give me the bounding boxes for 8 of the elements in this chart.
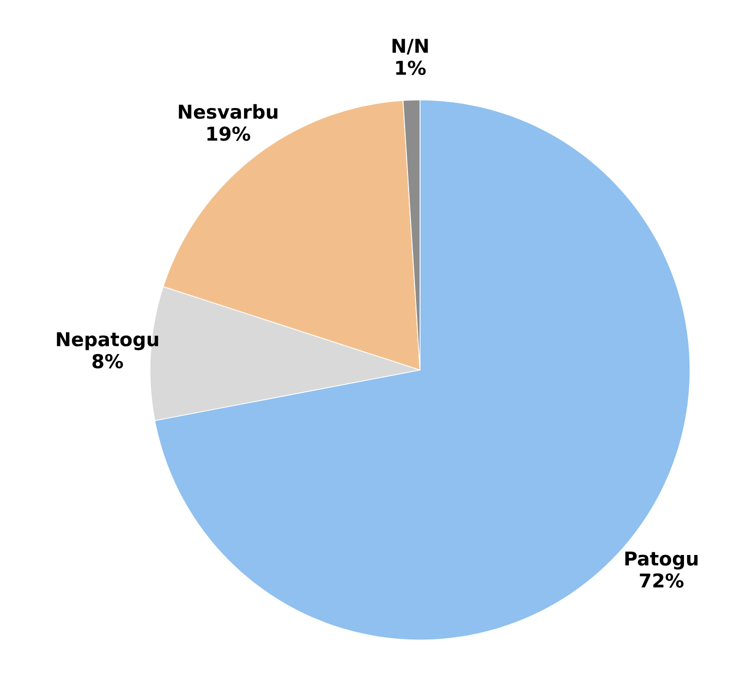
- slice-label: Patogu: [625, 552, 698, 570]
- data-label: 19%: [207, 126, 250, 141]
- slice-label: Nepatogu: [56, 332, 158, 350]
- slice-label: Nesvarbu: [178, 104, 278, 119]
- data-label: 8%: [92, 354, 123, 368]
- data-label: 72%: [640, 573, 684, 588]
- data-label: 1%: [396, 60, 426, 75]
- slice-label: N/N: [392, 38, 428, 54]
